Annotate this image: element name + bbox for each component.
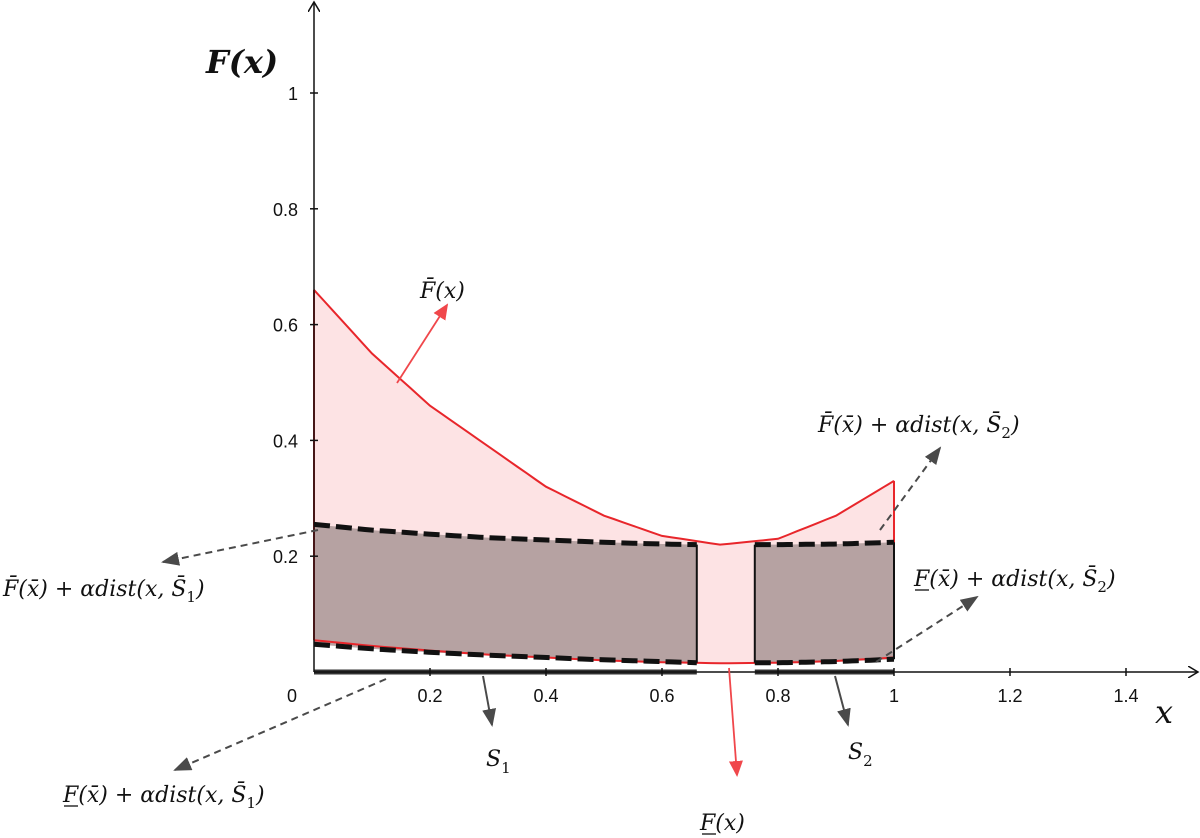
dashed-bound-line bbox=[754, 656, 895, 666]
x-axis-title: x bbox=[1155, 693, 1173, 731]
band-s1-fill bbox=[314, 524, 697, 663]
x-tick-label: 1.4 bbox=[1113, 686, 1138, 706]
x-tick-label: 0.2 bbox=[417, 686, 442, 706]
y-tick-label: 0.2 bbox=[273, 547, 298, 567]
y-tick-label: 1 bbox=[288, 84, 298, 104]
y-axis-title: F(x) bbox=[205, 43, 278, 81]
y-tick-label: 0.4 bbox=[273, 431, 298, 451]
dashed-bound-line bbox=[754, 539, 895, 548]
upper-curve-arrow bbox=[396, 303, 449, 384]
y-tick-label: 0.8 bbox=[273, 200, 298, 220]
low-s2-arrow bbox=[875, 595, 979, 663]
x-tick-label: 0.8 bbox=[765, 686, 790, 706]
s1-arrow bbox=[482, 675, 496, 727]
s2-label: S2 bbox=[848, 740, 873, 770]
x-tick-label: 0.6 bbox=[649, 686, 674, 706]
x-tick-label: 1 bbox=[889, 686, 899, 706]
dashed-bound-lines bbox=[313, 521, 895, 666]
s2-arrow bbox=[834, 675, 851, 727]
dashed-bound-line bbox=[313, 641, 697, 666]
low-s2-label: F(x̄) + αdist(x, S̄2) bbox=[913, 565, 1116, 596]
s1-label: S1 bbox=[486, 747, 511, 777]
lower-curve-label: F(x) bbox=[699, 811, 745, 836]
upper-curve-line bbox=[313, 289, 895, 546]
low-s1-label: F(x̄) + αdist(x, S̄1) bbox=[62, 781, 265, 812]
axis-ticks: 0 0.2 0.4 0.6 0.8 1 1.2 1.4 0.2 0.4 0.6 0.8 1 bbox=[273, 84, 1139, 706]
y-tick-label: 0.6 bbox=[273, 316, 298, 336]
up-s1-arrow bbox=[161, 529, 319, 566]
band-edges bbox=[695, 542, 895, 663]
up-s2-arrow bbox=[879, 446, 942, 531]
band-s2-fill bbox=[754, 542, 894, 663]
low-s1-label-group: F(x̄) + αdist(x, S̄1) bbox=[62, 781, 265, 812]
lower-curve-label-group: F(x) bbox=[699, 811, 745, 836]
plot-regions bbox=[313, 289, 895, 675]
upper-curve-label: F̄(x) bbox=[419, 277, 465, 304]
dashed-bound-line bbox=[313, 521, 697, 548]
up-s2-label: F̄(x̄) + αdist(x, S̄2) bbox=[817, 411, 1020, 442]
low-s2-label-group: F(x̄) + αdist(x, S̄2) bbox=[913, 565, 1116, 596]
x-tick-label: 0 bbox=[287, 686, 297, 706]
lower-curve-arrow bbox=[728, 667, 743, 777]
low-s1-arrow bbox=[173, 678, 387, 771]
x-tick-label: 1.2 bbox=[997, 686, 1022, 706]
x-tick-label: 0.4 bbox=[533, 686, 558, 706]
up-s1-label: F̄(x̄) + αdist(x, S̄1) bbox=[2, 575, 205, 606]
